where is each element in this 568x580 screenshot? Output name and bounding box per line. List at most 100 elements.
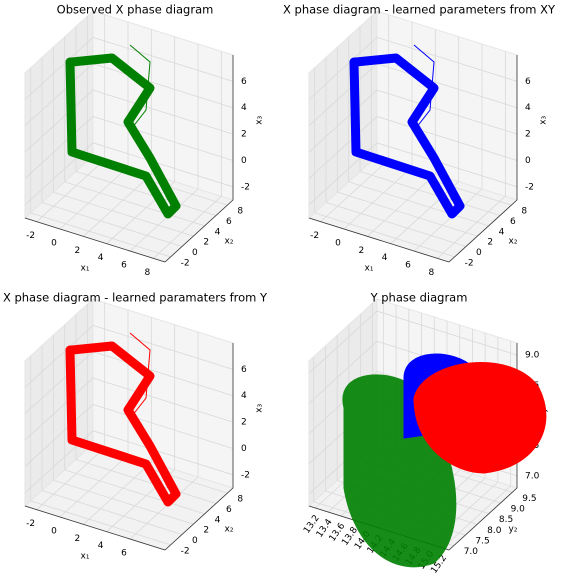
y-tick-label: 8: [237, 495, 243, 505]
z-tick-label: 4: [241, 391, 247, 401]
y-axis-label: x₂: [225, 525, 234, 535]
grid-line: [36, 159, 105, 222]
x-axis-label: x₁: [81, 264, 90, 274]
z-tick-label: 4: [241, 103, 247, 113]
trajectory-band: [65, 341, 181, 507]
x-tick-label: 4: [98, 253, 104, 263]
y-tick-label: 2: [203, 238, 209, 248]
grid-line: [376, 142, 518, 188]
y-axis-label: x₂: [225, 237, 234, 247]
x-tick-label: 2: [74, 246, 80, 256]
grid-line: [83, 174, 152, 237]
grid-line: [92, 89, 234, 135]
grid-line: [308, 63, 378, 127]
z-tick-label: 6: [241, 77, 247, 87]
y-tick-label: 7.5: [475, 537, 489, 547]
z-tick-label: 2: [241, 418, 247, 428]
y-tick-label: 8.5: [499, 515, 513, 525]
grid-line: [92, 63, 234, 109]
grid-line: [376, 116, 518, 161]
grid-line: [442, 485, 511, 549]
y-tick-label: 8: [521, 207, 527, 217]
z-tick-label: -2: [241, 470, 250, 480]
chart-title: Y phase diagram: [370, 291, 468, 305]
grid-line: [359, 171, 501, 216]
x-tick-label: 6: [121, 261, 127, 271]
y-tick-label: 8: [237, 207, 243, 217]
z-tick-label: 9.0: [525, 351, 540, 361]
grid-line: [348, 181, 489, 227]
grid-line: [325, 202, 467, 247]
grid-line: [83, 462, 152, 525]
axis-line: [164, 487, 234, 551]
z-tick-label: 7.0: [525, 471, 540, 481]
x-tick-label: 2: [358, 246, 364, 256]
y-tick-label: 4: [215, 227, 221, 237]
trajectory-loop: [129, 332, 169, 489]
grid-line: [376, 89, 518, 135]
x-tick-label: 4: [382, 253, 388, 263]
trajectory-band: [65, 53, 181, 219]
grid-line: [59, 454, 129, 518]
y-tick-label: 7.0: [464, 547, 479, 557]
y-tick-label: -2: [465, 258, 474, 268]
y-tick-label: 6: [226, 505, 232, 515]
axis-line: [448, 487, 518, 551]
y-tick-label: -2: [181, 546, 190, 556]
axis-line: [164, 199, 234, 263]
grid-line: [24, 377, 94, 441]
grid-line: [367, 174, 436, 237]
x-tick-label: 2: [74, 534, 80, 544]
x-tick-label: -2: [310, 231, 319, 241]
y-axis-label: y₂: [509, 525, 518, 535]
grid-line: [129, 188, 199, 252]
x-tick-label: 6: [121, 549, 127, 559]
grid-line: [308, 310, 378, 374]
z-axis-label: x₃: [255, 115, 265, 124]
grid-line: [24, 63, 94, 127]
x-tick-label: 4: [98, 541, 104, 551]
x-tick-label: -2: [26, 231, 35, 241]
grid-line: [413, 188, 483, 252]
grid-line: [437, 196, 506, 259]
grid-line: [320, 159, 389, 222]
grid-line: [343, 166, 413, 230]
x-tick-label: 8: [144, 268, 150, 278]
y-tick-label: -2: [181, 258, 190, 268]
grid-line: [92, 351, 234, 397]
grid-line: [24, 351, 94, 415]
y-tick-label: 0: [192, 536, 198, 546]
grid-line: [92, 36, 234, 82]
grid-line: [92, 430, 234, 476]
z-tick-label: 6: [241, 365, 247, 375]
grid-line: [30, 212, 171, 258]
y-tick-label: 0: [192, 248, 198, 258]
z-tick-label: 0: [525, 156, 531, 166]
z-axis-label: x₃: [539, 115, 549, 124]
y-tick-label: 6: [510, 217, 516, 227]
y-tick-label: 9.5: [522, 494, 536, 504]
grid-line: [129, 476, 199, 540]
y-tick-label: 6: [226, 217, 232, 227]
y-tick-label: 8.0: [487, 526, 502, 536]
x-axis-label: x₁: [365, 264, 374, 274]
grid-line: [53, 191, 194, 237]
z-tick-label: 2: [525, 130, 531, 140]
grid-line: [36, 447, 105, 510]
grid-line: [59, 166, 129, 230]
grid-line: [92, 142, 234, 188]
y-tick-label: 4: [499, 227, 505, 237]
grid-line: [30, 500, 171, 546]
grid-line: [24, 404, 94, 467]
x-tick-label: -2: [26, 519, 35, 529]
grid-line: [337, 191, 478, 237]
grid-line: [308, 340, 378, 404]
axis-line: [24, 217, 166, 263]
y-tick-label: 0: [476, 248, 482, 258]
trajectory-loop: [129, 44, 169, 201]
grid-line: [41, 490, 183, 535]
y-tick-label: 2: [487, 238, 493, 248]
grid-line: [75, 171, 217, 216]
z-tick-label: 2: [241, 130, 247, 140]
